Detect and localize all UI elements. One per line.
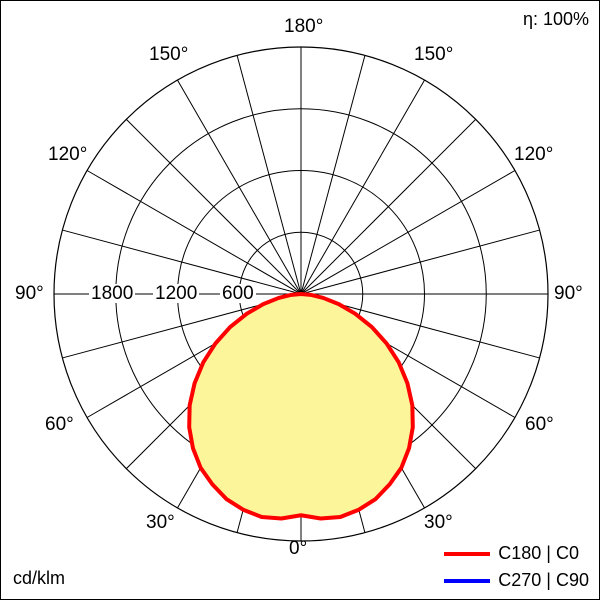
legend: C180 | C0 C270 | C90 [444,543,589,591]
angle-label-2: 150° [414,44,454,65]
angle-label-5: 90° [15,283,44,304]
radial-label-1800: 1800 [89,283,136,304]
angle-label-6: 90° [554,283,583,304]
angle-label-1: 150° [149,44,189,65]
angle-label-9: 30° [146,512,175,533]
legend-line-icon [444,551,491,556]
radial-label-1200: 1200 [153,283,200,304]
angle-label-0: 180° [284,16,324,37]
angle-label-10: 30° [424,512,453,533]
radial-label-600: 600 [220,283,256,304]
distribution-curves [187,292,415,521]
legend-item-1[interactable]: C270 | C90 [444,570,589,591]
curve-c180-c0 [187,292,415,521]
legend-item-0[interactable]: C180 | C0 [444,543,589,564]
units-label: cd/klm [13,568,66,588]
angle-label-11: 0° [289,538,308,559]
angle-label-4: 120° [514,144,554,165]
legend-label: C180 | C0 [498,543,579,563]
angle-label-3: 120° [48,144,88,165]
legend-line-icon [444,578,491,583]
angle-label-8: 60° [525,414,554,435]
efficiency-label: η: 100% [522,9,589,29]
angle-label-7: 60° [45,414,74,435]
legend-label: C270 | C90 [498,570,589,590]
